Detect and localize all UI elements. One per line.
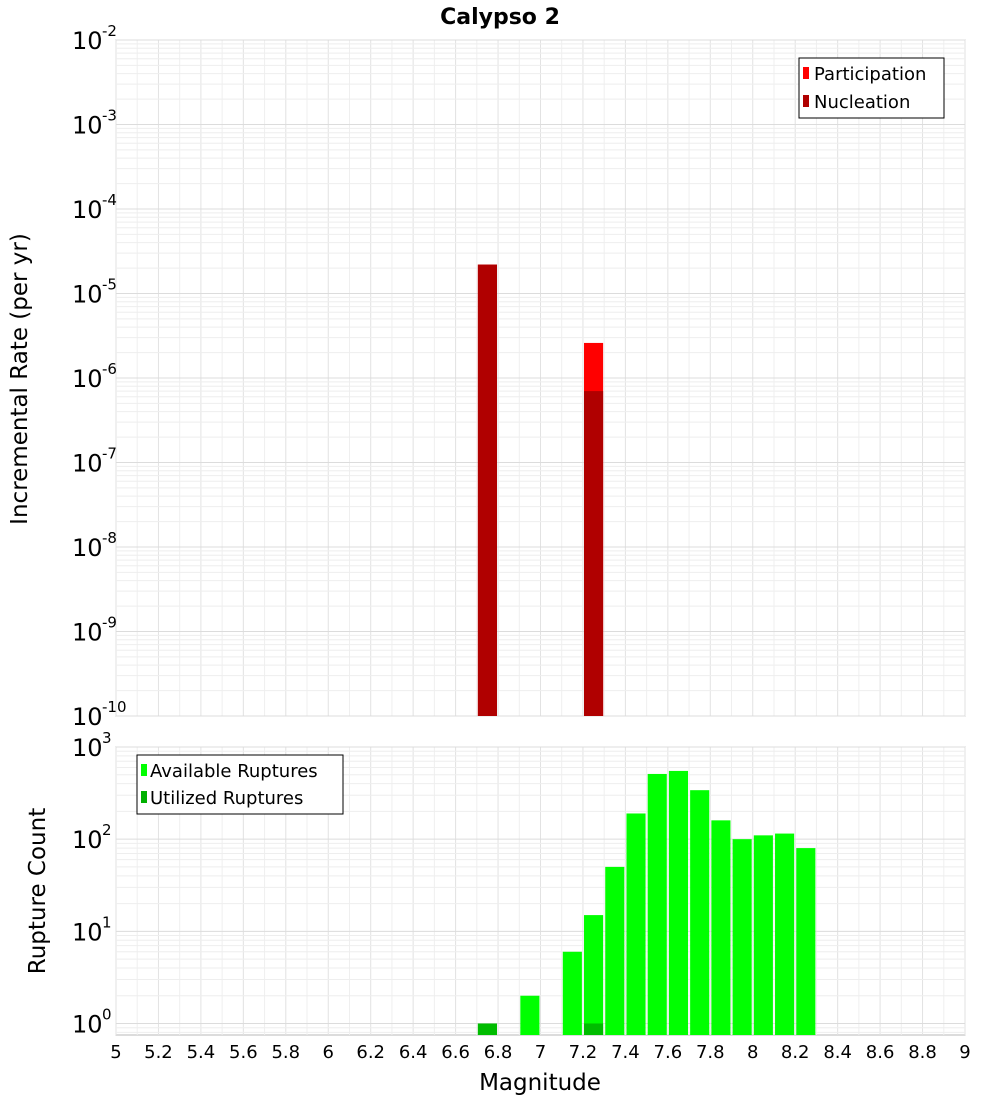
x-tick-label: 8.8	[908, 1042, 937, 1063]
x-tick-label: 7.4	[611, 1042, 640, 1063]
y-tick-label: 10	[72, 1010, 103, 1038]
bottom-legend: Available Ruptures Utilized Ruptures	[136, 754, 344, 815]
x-tick-label: 6	[323, 1042, 334, 1063]
y-tick-label: 10	[72, 918, 103, 946]
bar-available-ruptures	[753, 835, 773, 1035]
x-tick-label: 5	[110, 1042, 121, 1063]
y-tick-exponent: -4	[102, 191, 117, 209]
y-tick-label: 10	[72, 619, 103, 647]
legend-label-utilized-ruptures: Utilized Ruptures	[150, 788, 303, 809]
y-tick-exponent: -10	[102, 698, 127, 716]
bar-available-ruptures	[690, 790, 710, 1035]
y-tick-label: 10	[72, 281, 103, 309]
y-tick-exponent: -2	[102, 22, 117, 40]
y-tick-exponent: 0	[102, 1005, 112, 1023]
x-tick-label: 5.4	[187, 1042, 216, 1063]
y-tick-label: 10	[72, 27, 103, 55]
legend-swatch-participation	[803, 67, 809, 79]
bottom-legend-box	[136, 754, 344, 815]
x-tick-label: 8.2	[781, 1042, 810, 1063]
x-tick-label: 5.2	[144, 1042, 173, 1063]
x-tick-label: 8.4	[823, 1042, 852, 1063]
x-tick-label: 8.6	[866, 1042, 895, 1063]
y-tick-exponent: -3	[102, 107, 117, 125]
y-tick-label: 10	[72, 826, 103, 854]
bar-available-ruptures	[520, 995, 540, 1035]
x-tick-label: 7.8	[696, 1042, 725, 1063]
legend-swatch-available-ruptures	[141, 764, 147, 776]
x-tick-label: 6.6	[441, 1042, 470, 1063]
y-tick-label: 10	[72, 703, 103, 731]
legend-swatch-nucleation	[803, 95, 809, 107]
x-tick-label: 8	[747, 1042, 758, 1063]
x-tick-label: 9	[959, 1042, 970, 1063]
x-tick-label: 6.2	[356, 1042, 385, 1063]
x-tick-labels: 5 5.2 5.4 5.6 5.8 6 6.2 6.4 6.6 6.8 7 7.2 7.4 7.6 7.8 8…	[110, 1042, 970, 1063]
y-tick-exponent: 3	[102, 729, 112, 747]
x-axis-label: Magnitude	[479, 1070, 601, 1096]
x-tick-label: 6.8	[484, 1042, 513, 1063]
top-y-axis-label: Incremental Rate (per yr)	[7, 233, 33, 525]
top-legend: Participation Nucleation	[798, 57, 945, 119]
legend-label-nucleation: Nucleation	[814, 92, 910, 113]
top-y-tick-labels: 10-210-310-410-510-610-710-810-910-10	[72, 22, 127, 731]
bar-available-ruptures	[711, 820, 731, 1035]
x-tick-label: 5.8	[271, 1042, 300, 1063]
bar-nucleation	[584, 391, 604, 716]
bar-available-ruptures	[775, 833, 795, 1035]
bar-available-ruptures	[584, 915, 604, 1035]
legend-label-available-ruptures: Available Ruptures	[150, 761, 318, 782]
legend-label-participation: Participation	[814, 64, 926, 85]
bar-available-ruptures	[605, 866, 625, 1035]
bar-available-ruptures	[647, 773, 667, 1035]
y-tick-label: 10	[72, 112, 103, 140]
x-tick-label: 7.2	[569, 1042, 598, 1063]
x-tick-label: 7	[535, 1042, 546, 1063]
top-legend-box	[798, 57, 945, 119]
y-tick-exponent: -8	[102, 529, 117, 547]
y-tick-exponent: -7	[102, 445, 117, 463]
y-tick-exponent: 1	[102, 913, 112, 931]
x-tick-label: 6.4	[399, 1042, 428, 1063]
bottom-y-axis-label: Rupture Count	[25, 808, 51, 974]
bottom-bars	[477, 770, 816, 1035]
legend-swatch-utilized-ruptures	[141, 791, 147, 803]
bar-available-ruptures	[562, 951, 582, 1035]
y-tick-exponent: -5	[102, 276, 117, 294]
y-tick-exponent: -6	[102, 360, 117, 378]
x-tick-label: 7.6	[654, 1042, 683, 1063]
y-tick-label: 10	[72, 196, 103, 224]
y-tick-label: 10	[72, 734, 103, 762]
y-tick-exponent: 2	[102, 821, 112, 839]
y-tick-label: 10	[72, 450, 103, 478]
top-plot-panel: 10-210-310-410-510-610-710-810-910-10 In…	[7, 22, 966, 731]
bar-utilized-ruptures	[477, 1023, 497, 1035]
y-tick-label: 10	[72, 534, 103, 562]
y-tick-exponent: -9	[102, 614, 117, 632]
bar-available-ruptures	[796, 848, 816, 1035]
y-tick-label: 10	[72, 365, 103, 393]
chart-title: Calypso 2	[440, 5, 560, 30]
bar-utilized-ruptures	[584, 1023, 604, 1035]
bar-nucleation	[477, 264, 497, 716]
x-tick-label: 5.6	[229, 1042, 258, 1063]
bar-available-ruptures	[732, 839, 752, 1035]
bar-available-ruptures	[626, 813, 646, 1035]
top-gridlines	[115, 39, 966, 717]
top-bars	[477, 264, 604, 716]
bar-available-ruptures	[668, 770, 689, 1035]
